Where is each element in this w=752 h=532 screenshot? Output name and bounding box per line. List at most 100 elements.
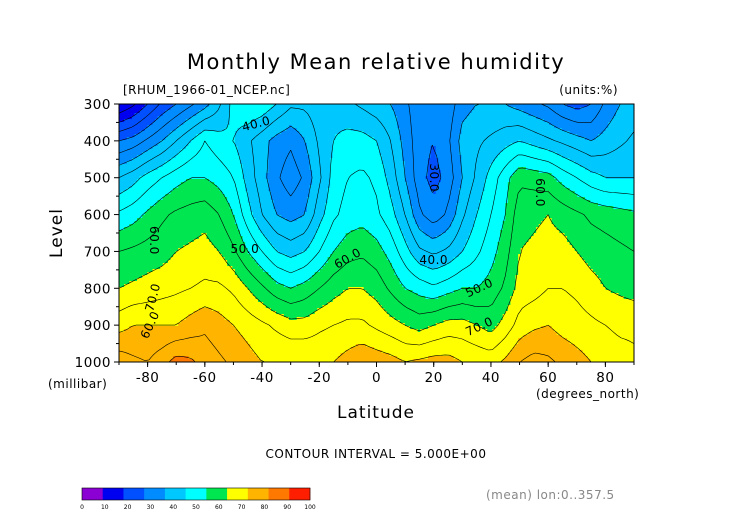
field-cell [294,146,298,150]
field-cell [368,146,372,150]
field-cell [476,146,481,150]
field-cell [126,104,130,108]
field-cell [361,128,365,132]
field-cell [219,131,223,135]
field-cell [567,137,571,141]
field-cell [232,137,236,141]
field-cell [170,146,174,150]
field-cell [363,125,367,129]
field-cell [628,104,633,108]
field-cell [559,140,563,144]
field-cell [389,134,393,138]
field-cell [345,149,349,153]
field-cell [201,134,205,138]
field-cell [332,116,336,120]
field-cell [147,137,151,141]
field-cell [322,137,326,141]
field-cell [196,134,200,138]
field-cell [564,140,568,144]
field-cell [628,140,633,144]
field-cell [294,131,298,135]
field-cell [242,107,246,111]
field-cell [464,113,468,117]
field-cell [265,131,269,135]
field-cell [144,137,148,141]
field-cell [296,122,300,126]
field-cell [510,125,514,129]
field-cell [407,146,411,150]
field-cell [603,104,607,108]
field-cell [283,146,287,150]
field-cell [476,107,481,111]
field-cell [144,122,148,126]
field-cell [201,146,205,150]
field-cell [196,110,200,114]
field-cell [247,122,251,126]
field-cell [119,143,123,147]
field-cell [435,128,439,132]
field-cell [191,104,195,108]
field-cell [224,131,228,135]
field-cell [152,143,156,147]
field-cell [430,131,434,135]
field-cell [379,125,383,129]
field-cell [404,107,409,111]
field-cell [618,134,622,138]
field-cell [448,119,452,123]
field-cell [263,143,267,147]
field-cell [227,125,231,129]
field-cell [428,137,432,141]
field-cell [528,125,532,129]
field-cell [276,104,280,108]
field-cell [167,122,172,126]
field-cell [175,149,179,153]
field-cell [330,149,334,153]
field-cell [299,125,303,129]
field-cell [507,128,512,132]
field-cell [142,146,146,150]
field-cell [500,110,504,114]
field-cell [520,149,524,153]
field-cell [191,116,195,120]
field-cell [193,134,197,138]
field-cell [139,140,143,144]
field-cell [162,134,166,138]
field-cell [255,116,259,120]
field-cell [613,104,617,108]
field-cell [402,125,406,129]
field-cell [502,116,506,120]
field-cell [407,131,411,135]
field-cell [206,113,210,117]
field-cell [371,122,375,126]
field-cell [245,122,249,126]
field-cell [137,149,141,153]
field-cell [409,125,414,129]
field-cell [549,131,553,135]
field-cell [299,131,303,135]
field-cell [363,107,367,111]
field-cell [592,113,596,117]
field-cell [147,131,151,135]
field-cell [288,140,293,144]
field-cell [366,146,370,150]
field-cell [178,140,182,144]
field-cell [471,116,475,120]
field-cell [121,122,125,126]
field-cell [268,143,272,147]
field-cell [556,116,560,120]
field-cell [155,131,159,135]
field-cell [523,125,527,129]
field-cell [149,119,154,123]
field-cell [494,140,499,144]
field-cell [134,116,138,120]
field-cell [428,131,432,135]
field-cell [371,116,375,120]
field-cell [343,113,347,117]
field-cell [119,128,123,132]
field-cell [286,104,290,108]
field-cell [283,140,287,144]
field-cell [247,119,251,123]
field-cell [489,104,493,108]
field-cell [358,107,362,111]
field-cell [355,143,360,147]
